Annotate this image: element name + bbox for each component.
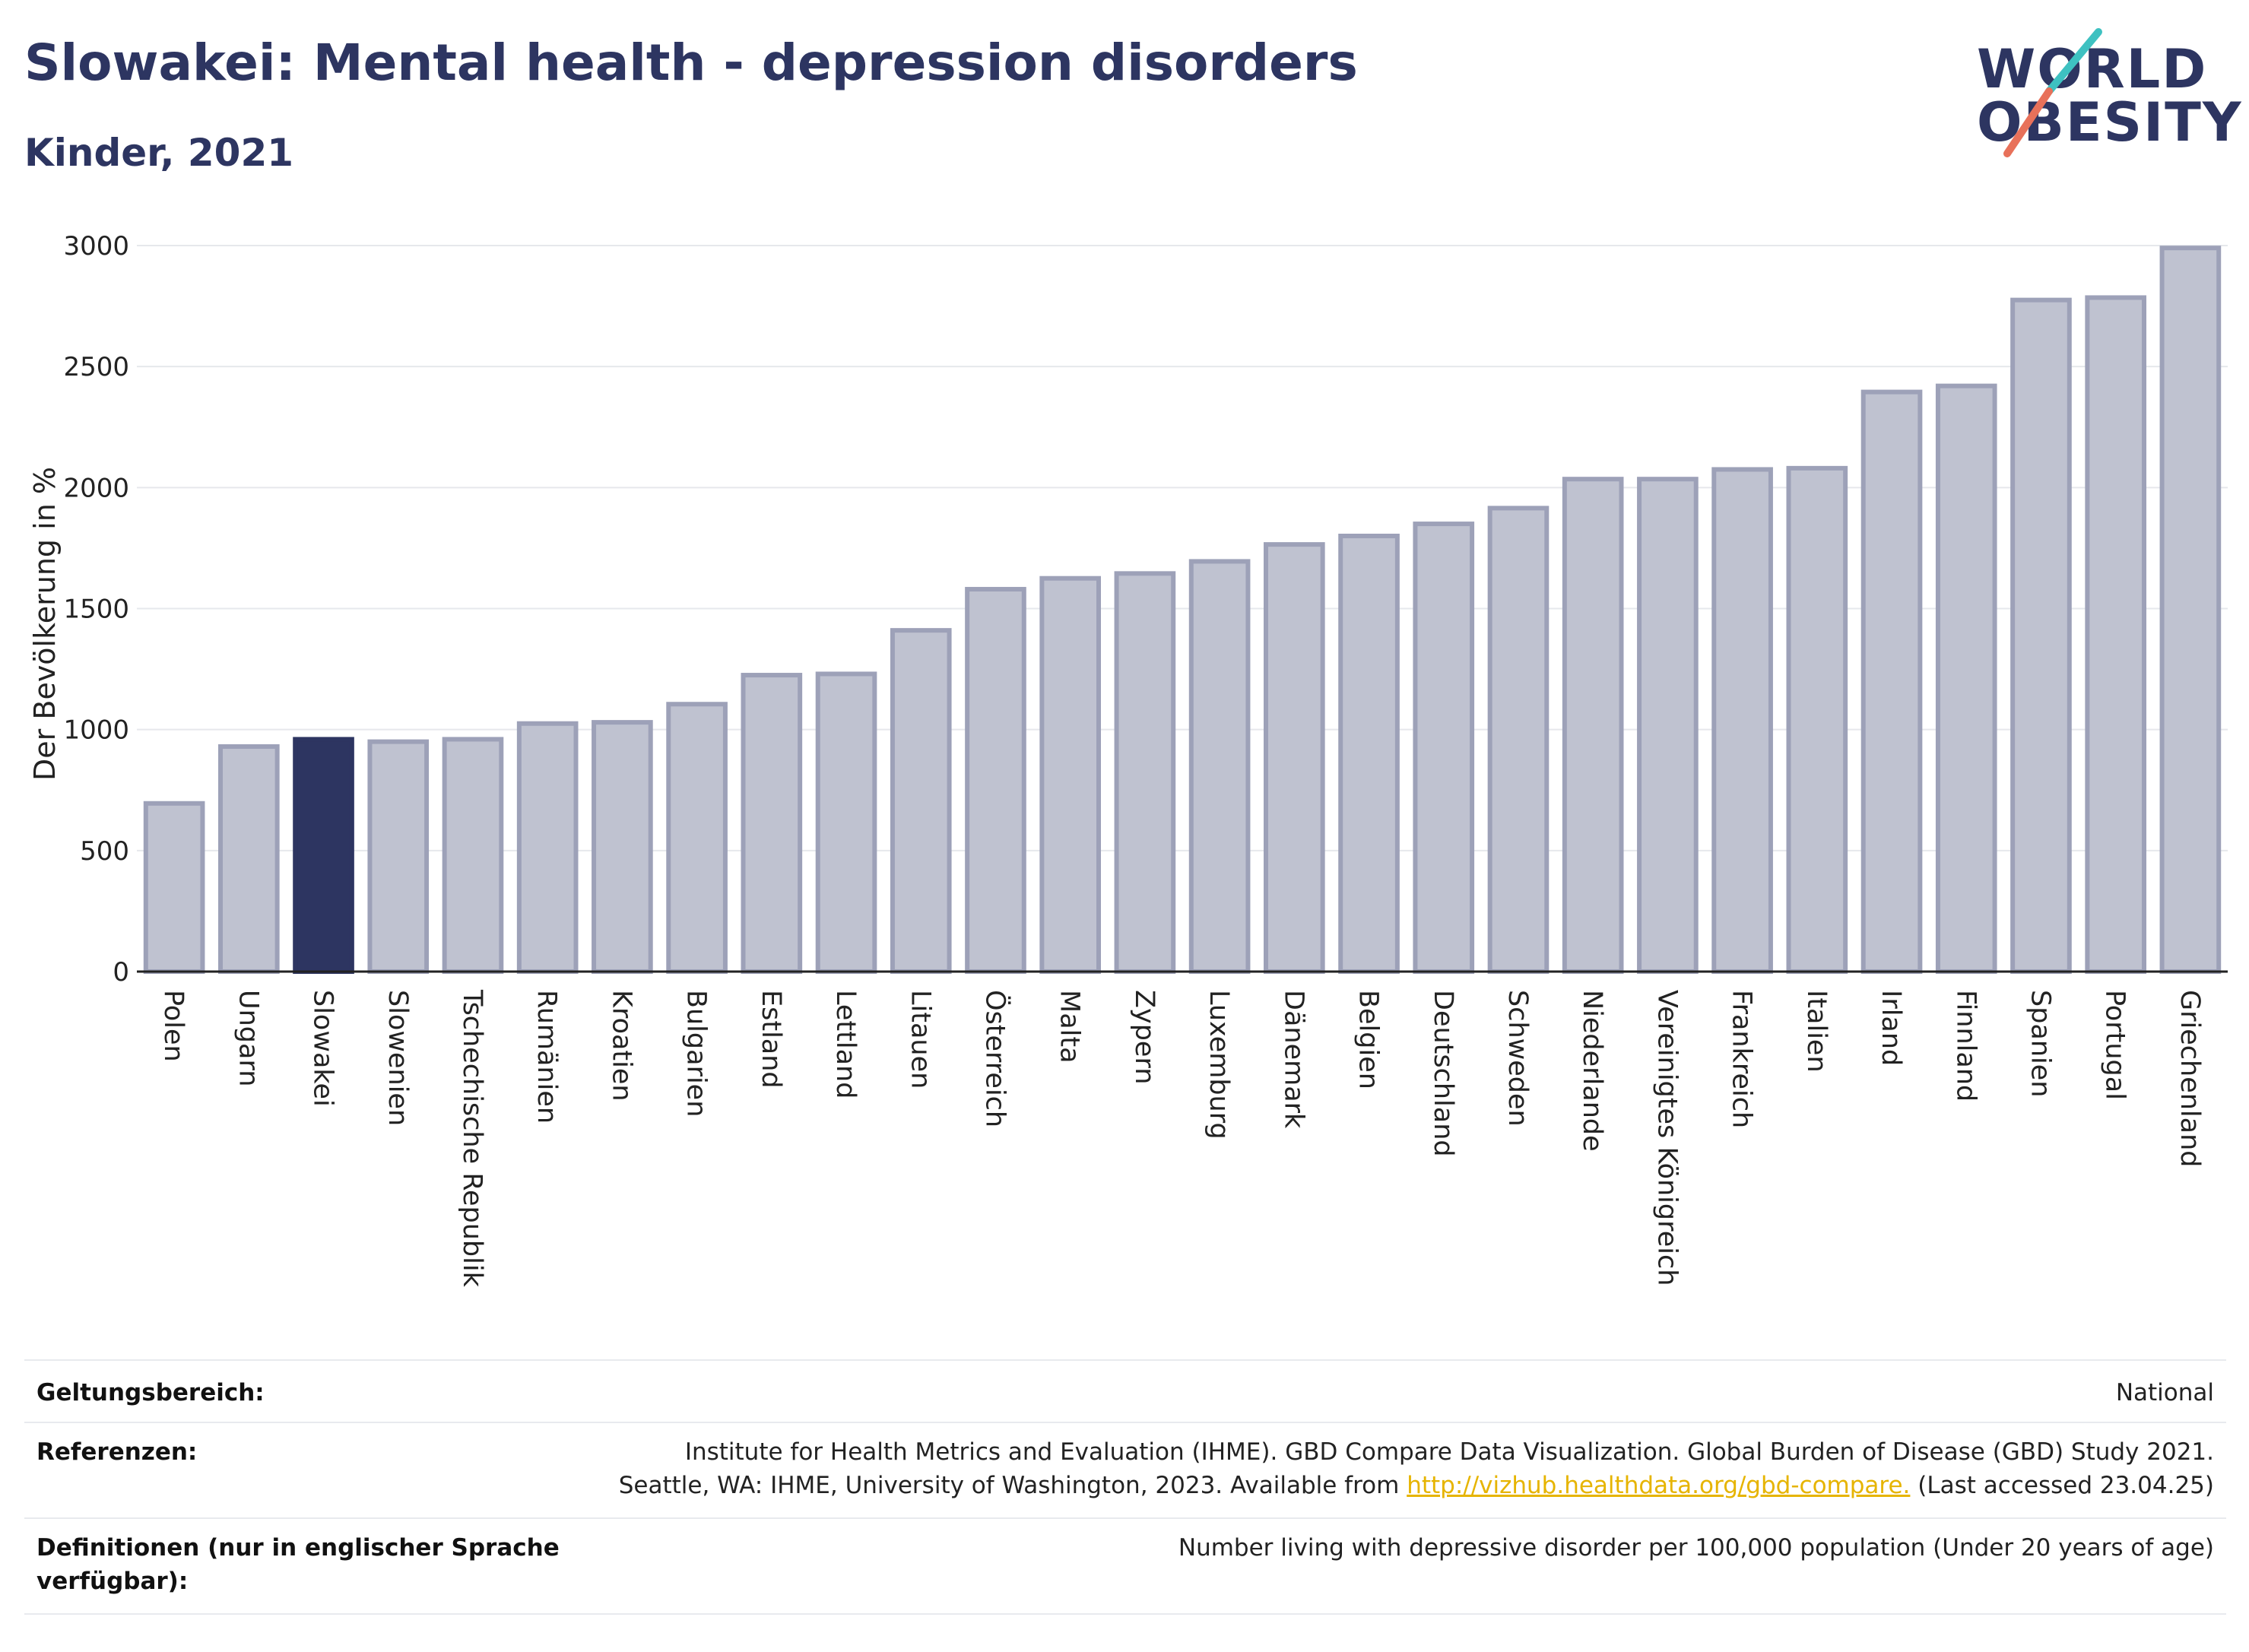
- bar-schweden: [1487, 506, 1550, 974]
- meta-row-definitions: Definitionen (nur in englischer Sprache …: [24, 1517, 2226, 1615]
- x-tick-label: Estland: [756, 990, 786, 1089]
- x-tick-label: Kroatien: [606, 990, 636, 1102]
- x-tick-label: Polen: [158, 990, 189, 1062]
- bar-tschechische-republik: [442, 737, 504, 975]
- x-tick-label: Luxemburg: [1204, 990, 1234, 1140]
- meta-row-scope: Geltungsbereich: National: [24, 1359, 2226, 1423]
- x-tick-label: Irland: [1876, 990, 1906, 1066]
- bar-polen: [143, 801, 205, 975]
- bar-griechenland: [2159, 246, 2222, 974]
- bars: [143, 246, 2222, 975]
- x-tick-label: Spanien: [2025, 990, 2055, 1098]
- bar-slowakei: [293, 737, 354, 975]
- bar-dänemark: [1264, 542, 1325, 974]
- references-label: Referenzen:: [36, 1438, 198, 1466]
- x-tick-label: Slowakei: [308, 990, 338, 1107]
- chart-subtitle: Kinder, 2021: [24, 131, 294, 175]
- x-tick-label: Deutschland: [1428, 990, 1458, 1157]
- definitions-label: Definitionen (nur in englischer Sprache …: [36, 1531, 560, 1598]
- scope-label: Geltungsbereich:: [36, 1379, 265, 1406]
- x-tick-label: Tschechische Republik: [457, 989, 487, 1288]
- bar-rumänien: [516, 721, 579, 974]
- scope-value: National: [2115, 1379, 2214, 1406]
- y-tick-label: 1500: [63, 595, 129, 625]
- bar-bulgarien: [666, 702, 728, 974]
- x-tick-label: Zypern: [1129, 990, 1159, 1084]
- y-tick-label: 2000: [63, 473, 129, 503]
- bar-vereinigtes-königreich: [1637, 477, 1699, 975]
- y-tick-label: 1000: [63, 715, 129, 746]
- bar-lettland: [815, 671, 877, 974]
- x-tick-label: Slowenien: [382, 990, 413, 1126]
- logo-line-1: WORLD: [1977, 38, 2208, 100]
- bar-portugal: [2085, 295, 2147, 975]
- y-tick-label: 500: [80, 836, 129, 867]
- bar-italien: [1786, 465, 1848, 975]
- references-line-1: Institute for Health Metrics and Evaluat…: [684, 1438, 2214, 1466]
- definitions-value: Number living with depressive disorder p…: [1178, 1534, 2214, 1562]
- y-axis-ticks: 0 500 1000 1500 2000 2500 3000: [63, 231, 129, 988]
- references-line-2: Seattle, WA: IHME, University of Washing…: [619, 1469, 2214, 1502]
- x-tick-label: Österreich: [979, 990, 1011, 1127]
- meta-row-references: Referenzen: Institute for Health Metrics…: [24, 1422, 2226, 1519]
- references-line-2-post: (Last accessed 23.04.25): [1910, 1472, 2214, 1499]
- x-tick-label: Griechenland: [2174, 990, 2205, 1167]
- references-line-2-pre: Seattle, WA: IHME, University of Washing…: [618, 1472, 1407, 1499]
- bar-finnland: [1935, 383, 1997, 974]
- x-tick-label: Ungarn: [233, 990, 263, 1086]
- x-tick-label: Frankreich: [1727, 990, 1757, 1128]
- bar-deutschland: [1413, 522, 1475, 975]
- bar-kroatien: [592, 720, 653, 974]
- definitions-label-line-1: Definitionen (nur in englischer Sprache: [36, 1534, 560, 1562]
- bar-österreich: [965, 587, 1026, 974]
- bar-irland: [1860, 389, 1923, 974]
- logo-line-2: OBESITY: [1977, 91, 2243, 154]
- y-axis-label: Der Bevölkerung in %: [28, 467, 62, 781]
- x-tick-label: Malta: [1055, 990, 1085, 1064]
- x-tick-label: Rumänien: [531, 990, 562, 1124]
- bar-belgien: [1338, 534, 1400, 974]
- bar-zypern: [1114, 571, 1176, 974]
- chart-title: Slowakei: Mental health - depression dis…: [24, 33, 1358, 92]
- logo-slash-icon: [2003, 28, 2102, 157]
- x-axis-labels: Polen Ungarn Slowakei Slowenien Tschechische…: [158, 989, 2205, 1288]
- references-link[interactable]: http://vizhub.healthdata.org/gbd-compare…: [1407, 1472, 1911, 1499]
- x-tick-label: Litauen: [905, 990, 935, 1089]
- bar-estland: [741, 673, 803, 975]
- references-value: Institute for Health Metrics and Evaluat…: [619, 1435, 2214, 1502]
- bar-litauen: [890, 628, 952, 975]
- bar-frankreich: [1711, 467, 1773, 975]
- x-tick-label: Finnland: [1950, 990, 1981, 1102]
- y-tick-label: 0: [113, 957, 129, 988]
- y-tick-label: 3000: [63, 231, 129, 262]
- x-tick-label: Niederlande: [1577, 990, 1607, 1152]
- y-tick-label: 2500: [63, 352, 129, 382]
- bar-niederlande: [1562, 477, 1624, 975]
- x-tick-label: Italien: [1801, 990, 1832, 1073]
- world-obesity-logo: WORLD OBESITY: [1977, 23, 2241, 167]
- definitions-label-line-2: verfügbar):: [36, 1568, 189, 1595]
- x-tick-label: Lettland: [830, 990, 861, 1099]
- x-tick-label: Bulgarien: [681, 990, 712, 1117]
- bar-slowenien: [367, 739, 430, 974]
- x-tick-label: Belgien: [1353, 990, 1384, 1089]
- x-tick-label: Portugal: [2100, 990, 2130, 1100]
- bar-malta: [1039, 576, 1102, 975]
- x-tick-label: Vereinigtes Königreich: [1651, 990, 1682, 1286]
- x-tick-label: Schweden: [1502, 990, 1533, 1127]
- bar-chart: 0 500 1000 1500 2000 2500 3000 Polen Ungarn Slow…: [28, 231, 2228, 1288]
- bar-luxemburg: [1188, 559, 1251, 974]
- bar-ungarn: [218, 744, 280, 974]
- x-tick-label: Dänemark: [1278, 990, 1308, 1129]
- bar-spanien: [2010, 297, 2072, 974]
